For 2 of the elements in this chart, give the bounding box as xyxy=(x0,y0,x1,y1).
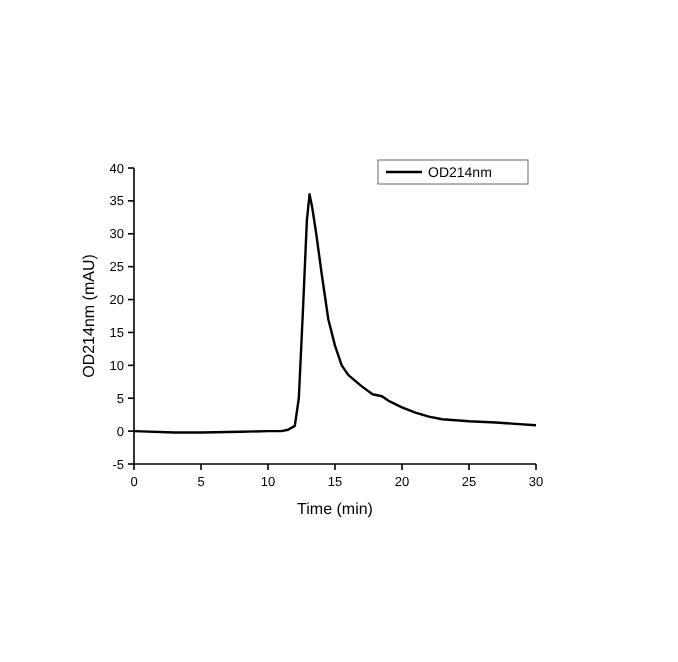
y-axis-title: OD214nm (mAU) xyxy=(80,253,98,378)
x-axis-title: Time (min) xyxy=(297,500,374,518)
